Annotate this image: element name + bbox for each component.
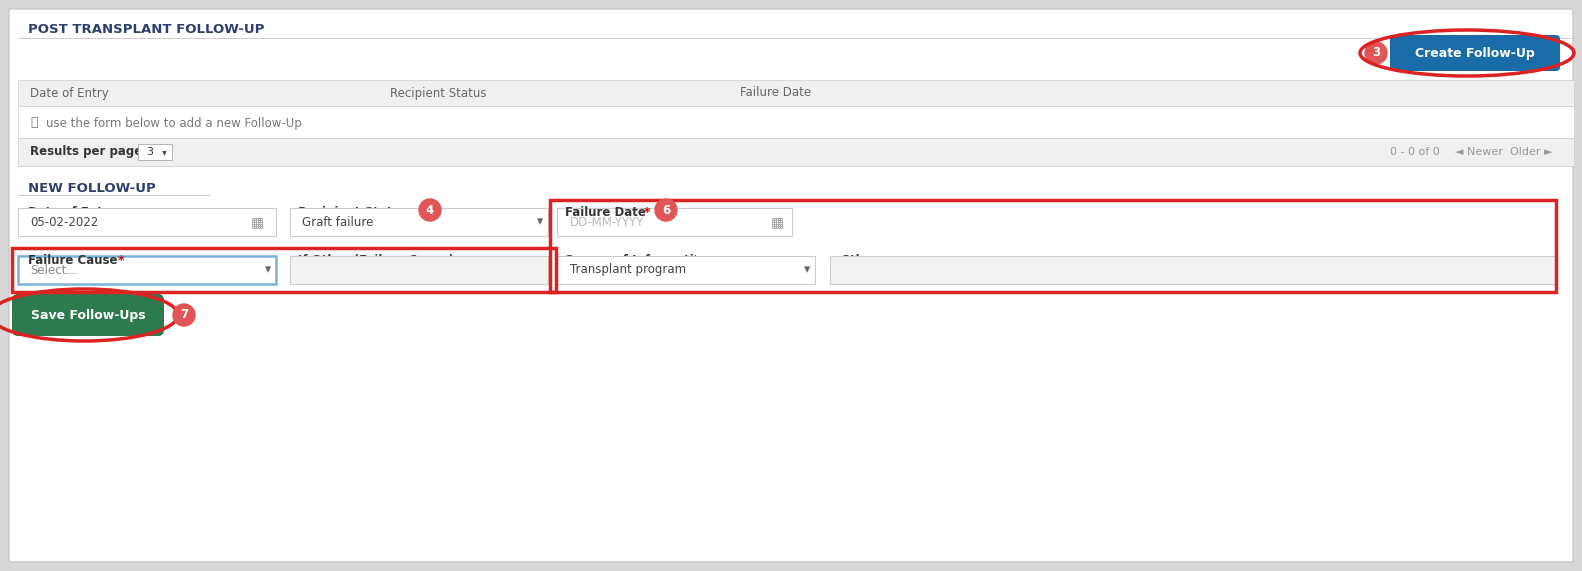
Text: ◄ Newer: ◄ Newer: [1455, 147, 1503, 157]
FancyBboxPatch shape: [138, 144, 172, 160]
Text: Results per page:: Results per page:: [30, 146, 147, 159]
Text: 3: 3: [1372, 46, 1380, 59]
Text: ⓘ: ⓘ: [30, 116, 38, 130]
Text: Recipient Status: Recipient Status: [297, 206, 408, 219]
FancyBboxPatch shape: [9, 9, 1573, 562]
Text: Failure Cause: Failure Cause: [28, 254, 117, 267]
Text: Date of Entry: Date of Entry: [30, 86, 109, 99]
Text: *: *: [691, 254, 699, 267]
Text: 0 - 0 of 0: 0 - 0 of 0: [1391, 147, 1440, 157]
FancyBboxPatch shape: [1391, 35, 1560, 71]
Text: ▦: ▦: [770, 215, 785, 229]
Text: POST TRANSPLANT FOLLOW-UP: POST TRANSPLANT FOLLOW-UP: [28, 23, 264, 36]
FancyBboxPatch shape: [831, 256, 1557, 284]
Circle shape: [172, 304, 195, 326]
Text: ▾: ▾: [804, 263, 810, 276]
FancyBboxPatch shape: [557, 256, 815, 284]
FancyBboxPatch shape: [290, 208, 547, 236]
Text: ▾: ▾: [161, 147, 166, 157]
Text: *: *: [119, 254, 125, 267]
Text: ▦: ▦: [252, 215, 264, 229]
FancyBboxPatch shape: [13, 294, 165, 336]
Text: 4: 4: [426, 203, 433, 216]
Text: DD-MM-YYYY: DD-MM-YYYY: [570, 215, 644, 228]
Text: ▾: ▾: [264, 263, 271, 276]
FancyBboxPatch shape: [17, 106, 1574, 138]
Text: Failure Date: Failure Date: [565, 206, 645, 219]
Text: Save Follow-Ups: Save Follow-Ups: [30, 308, 146, 321]
Text: If Other (Failure Cause): If Other (Failure Cause): [297, 254, 454, 267]
Text: use the form below to add a new Follow-Up: use the form below to add a new Follow-U…: [46, 116, 302, 130]
Text: 05-02-2022: 05-02-2022: [30, 215, 98, 228]
Text: Failure Date: Failure Date: [740, 86, 812, 99]
FancyBboxPatch shape: [17, 208, 275, 236]
Text: NEW FOLLOW-UP: NEW FOLLOW-UP: [28, 182, 155, 195]
Text: 6: 6: [661, 203, 671, 216]
Text: *: *: [644, 206, 650, 219]
Circle shape: [419, 199, 441, 221]
Text: Recipient Status: Recipient Status: [391, 86, 487, 99]
Circle shape: [655, 199, 677, 221]
Text: Create Follow-Up: Create Follow-Up: [1416, 46, 1535, 59]
Text: Other: Other: [840, 254, 878, 267]
Text: 7: 7: [180, 308, 188, 321]
Text: Older ►: Older ►: [1509, 147, 1552, 157]
FancyBboxPatch shape: [557, 208, 793, 236]
FancyBboxPatch shape: [17, 80, 1574, 106]
FancyBboxPatch shape: [17, 256, 275, 284]
Text: Graft failure: Graft failure: [302, 215, 373, 228]
Text: Select...: Select...: [30, 263, 78, 276]
Text: Source of Information: Source of Information: [565, 254, 710, 267]
Text: ▾: ▾: [536, 215, 543, 228]
Circle shape: [1365, 42, 1387, 64]
Text: Transplant program: Transplant program: [570, 263, 687, 276]
FancyBboxPatch shape: [17, 138, 1574, 166]
Text: Date of Entry: Date of Entry: [28, 206, 117, 219]
FancyBboxPatch shape: [290, 256, 547, 284]
Text: 3: 3: [146, 147, 153, 157]
